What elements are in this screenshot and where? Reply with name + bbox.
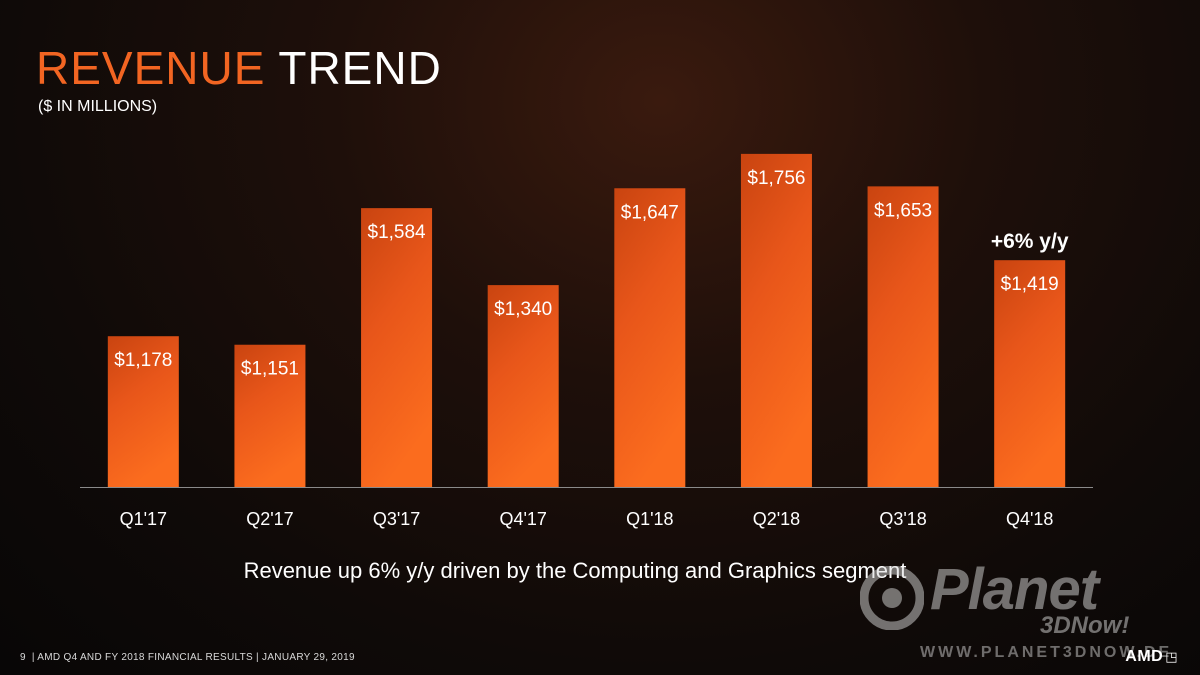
watermark: Planet 3DNow! WWW.PLANET3DNOW.DE [860, 560, 1190, 668]
tick-label-Q4'18: Q4'18 [1006, 509, 1053, 529]
annotation-yoy: +6% y/y [991, 230, 1069, 253]
data-label-Q1'18: $1,647 [621, 202, 679, 223]
tick-label-Q2'18: Q2'18 [753, 509, 800, 529]
bar-Q4'18 [994, 260, 1066, 487]
bar-Q3'17 [361, 208, 433, 487]
amd-logo-text: AMD [1125, 648, 1164, 665]
page-number: 9 [20, 652, 26, 663]
tick-label-Q1'17: Q1'17 [120, 509, 167, 529]
tick-label-Q1'18: Q1'18 [626, 509, 673, 529]
revenue-bar-chart: $1,178 Q1'17 $1,151 Q2'17 $1,584 Q3'17 $1,340 Q… [80, 153, 1093, 529]
data-label-Q2'17: $1,151 [241, 359, 299, 380]
amd-logo: AMD ◳ [1125, 648, 1178, 666]
data-label-Q4'17: $1,340 [494, 299, 552, 320]
bar-Q1'18 [614, 188, 686, 488]
bar-Q2'18 [740, 153, 812, 487]
planet3dnow-logo-icon [860, 566, 924, 630]
data-label-Q3'17: $1,584 [368, 222, 427, 243]
data-label-Q1'17: $1,178 [114, 350, 172, 371]
data-label-Q2'18: $1,756 [747, 168, 805, 189]
footer: 9 | AMD Q4 AND FY 2018 FINANCIAL RESULTS … [20, 652, 355, 663]
title-accent: REVENUE [36, 42, 266, 94]
slide-subtitle: ($ IN MILLIONS) [38, 98, 158, 115]
slide-caption: Revenue up 6% y/y driven by the Computin… [243, 558, 907, 583]
amd-arrow-icon: ◳ [1165, 649, 1178, 664]
tick-label-Q2'17: Q2'17 [246, 509, 293, 529]
tick-label-Q4'17: Q4'17 [499, 509, 546, 529]
slide-title: REVENUE TREND [36, 40, 442, 96]
bar-Q1'17 [107, 336, 179, 487]
bar-Q2'17 [234, 344, 306, 487]
labels-group: $1,178 Q1'17 $1,151 Q2'17 $1,584 Q3'17 $1,340 Q… [114, 168, 1069, 529]
bars-group [107, 153, 1066, 488]
bar-Q4'17 [487, 285, 559, 487]
data-label-Q4'18: $1,419 [1001, 274, 1059, 295]
title-rest: TREND [278, 42, 442, 94]
watermark-url: WWW.PLANET3DNOW.DE [920, 644, 1173, 661]
bar-Q3'18 [867, 186, 939, 487]
data-label-Q3'18: $1,653 [874, 200, 932, 221]
watermark-brand-sub: 3DNow! [1040, 612, 1130, 639]
footer-text: | AMD Q4 AND FY 2018 FINANCIAL RESULTS |… [31, 652, 355, 663]
tick-label-Q3'17: Q3'17 [373, 509, 420, 529]
watermark-brand: Planet [930, 557, 1099, 622]
tick-label-Q3'18: Q3'18 [879, 509, 926, 529]
